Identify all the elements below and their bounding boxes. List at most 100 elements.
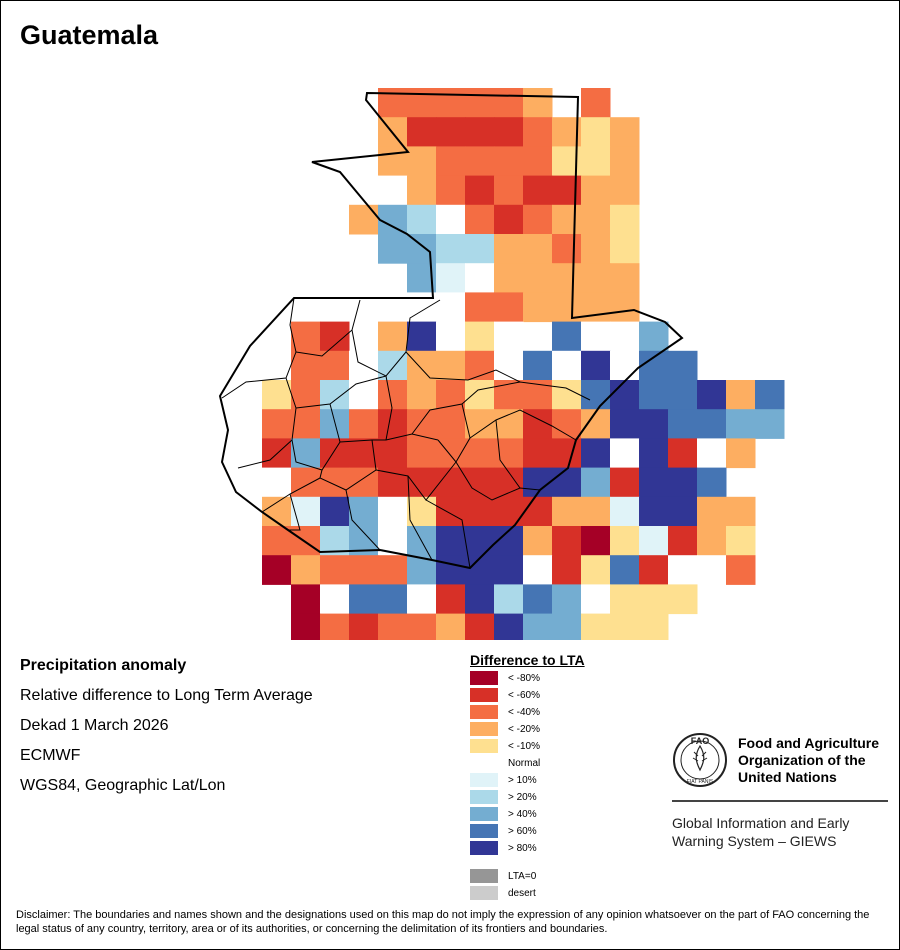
grid-cell (523, 613, 553, 640)
grid-cell (378, 234, 408, 264)
grid-cell (436, 584, 466, 615)
legend-swatch (470, 756, 498, 770)
grid-cell (610, 292, 640, 323)
grid-cell (668, 555, 698, 585)
grid-cell (610, 613, 640, 640)
grid-cell (697, 380, 727, 410)
grid-cell (349, 350, 379, 381)
giews-name: Global Information and Early Warning Sys… (672, 814, 892, 850)
grid-cell (668, 584, 698, 615)
grid-cell (523, 350, 553, 381)
grid-cell (581, 409, 611, 439)
grid-cell (610, 321, 640, 352)
grid-cell (668, 380, 698, 410)
legend-label: Normal (508, 758, 541, 769)
grid-cell (610, 380, 640, 410)
grid-cell (581, 526, 611, 556)
grid-cell (320, 438, 350, 469)
grid-cell (436, 175, 466, 206)
info-period: Dekad 1 March 2026 (20, 717, 169, 734)
grid-cell (494, 88, 524, 118)
grid-cell (639, 555, 669, 585)
giews-line-2: Warning System – GIEWS (672, 833, 837, 849)
grid-cell (494, 146, 524, 177)
grid-cell (407, 496, 437, 527)
grid-cell (668, 350, 698, 381)
grid-cell (436, 263, 466, 293)
grid-cell (581, 438, 611, 469)
grid-cell (407, 380, 437, 410)
grid-cell (436, 380, 466, 410)
grid-cell (378, 584, 408, 615)
grid-cell (494, 613, 524, 640)
grid-cell (726, 409, 756, 439)
grid-cell (552, 613, 582, 640)
legend-item: > 10% (470, 773, 630, 788)
fao-name: Food and Agriculture Organization of the… (738, 735, 898, 786)
grid-cell (581, 555, 611, 585)
legend-swatch (470, 722, 498, 736)
grid-cell (523, 380, 553, 410)
grid-cell (726, 438, 756, 469)
grid-cell (349, 555, 379, 585)
grid-cell (465, 555, 495, 585)
grid-cell (552, 350, 582, 381)
grid-cell (552, 438, 582, 469)
grid-cell (755, 409, 785, 439)
grid-cell (552, 175, 582, 206)
grid-cell (291, 380, 321, 410)
grid-cell (262, 555, 292, 585)
grid-cell (291, 409, 321, 439)
grid-cell (465, 380, 495, 410)
grid-cell (639, 496, 669, 527)
grid-cell (697, 526, 727, 556)
grid-cell (349, 467, 379, 498)
grid-cell (436, 117, 466, 147)
grid-cell (494, 584, 524, 615)
grid-cell (610, 584, 640, 615)
grid-cell (378, 438, 408, 469)
legend-item: < -60% (470, 688, 630, 703)
grid-cell (436, 88, 466, 118)
grid-cell (523, 234, 553, 264)
grid-cell (581, 175, 611, 206)
grid-cell (639, 380, 669, 410)
grid-cell (407, 613, 437, 640)
legend-swatch (470, 841, 498, 855)
legend-label: < -80% (508, 673, 540, 684)
fao-logo-letters: FAO (691, 736, 710, 746)
grid-cell (523, 88, 553, 118)
grid-cell (494, 321, 524, 352)
grid-cell (494, 263, 524, 293)
grid-cell (494, 555, 524, 585)
fao-name-line-2: Organization of the (738, 752, 866, 768)
grid-cell (581, 234, 611, 264)
grid-cell (291, 438, 321, 469)
department-borders (221, 297, 591, 569)
grid-cell (465, 292, 495, 323)
grid-cell (494, 292, 524, 323)
grid-cell (610, 467, 640, 498)
map-title: Guatemala (20, 20, 159, 50)
grid-cell (436, 526, 466, 556)
grid-cell (639, 350, 669, 381)
grid-cell (610, 438, 640, 469)
grid-cell (320, 380, 350, 410)
grid-cell (465, 204, 495, 235)
grid-cell (552, 584, 582, 615)
grid-cell (552, 526, 582, 556)
legend: Difference to LTA < -80% < -60% < -40% < -2… (470, 650, 630, 910)
grid-cell (668, 496, 698, 527)
grid-cell (436, 555, 466, 585)
legend-swatch (470, 807, 498, 821)
grid-cell (262, 526, 292, 556)
grid-cell (639, 526, 669, 556)
grid-cell (436, 467, 466, 498)
fao-logo-motto: FIAT PANIS (687, 779, 714, 785)
grid-cell (552, 234, 582, 264)
legend-swatch (470, 790, 498, 804)
legend-swatch (470, 739, 498, 753)
legend-item: < -10% (470, 739, 630, 754)
grid-cell (378, 467, 408, 498)
grid-cell (465, 146, 495, 177)
